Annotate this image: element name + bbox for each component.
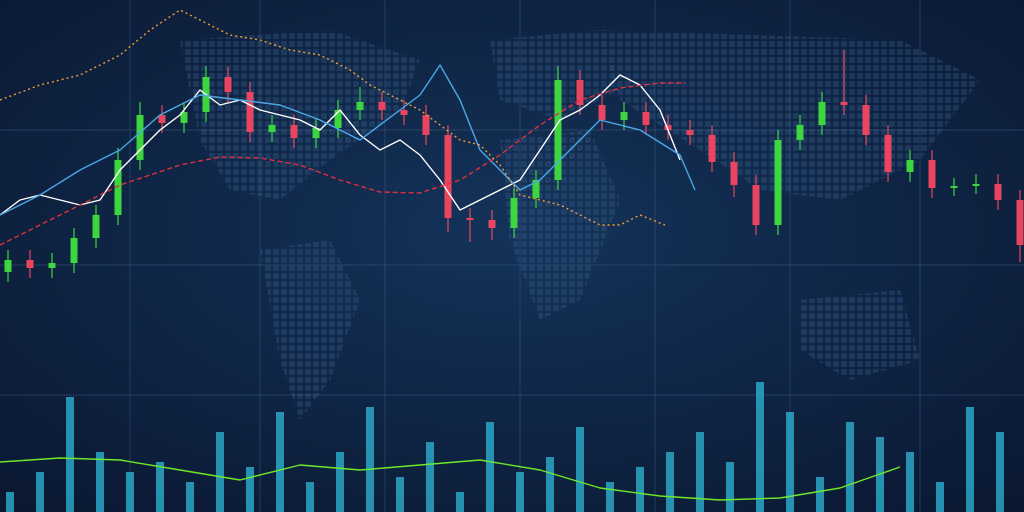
volume-bar [126,472,134,512]
candle-body [928,160,936,188]
volume-bar [186,482,194,512]
volume-bar [246,467,254,512]
candle-body [642,112,650,125]
candles [4,50,1024,282]
candle-body [906,160,914,172]
volume-bar [636,467,644,512]
candle-body [972,184,980,186]
candle-body [4,260,12,272]
volume-bar [6,492,14,512]
volume-bar [576,427,584,512]
volume-bar [366,407,374,512]
candle-body [730,162,738,185]
candle-body [664,125,672,130]
candle-body [818,102,826,125]
candle-body [378,102,386,110]
candle-body [48,263,56,268]
volume-bar [726,462,734,512]
candle-body [268,125,276,132]
candle-body [488,220,496,228]
volume-bar [516,472,524,512]
volume-bar [336,452,344,512]
volume-bar [696,432,704,512]
overlay-line [0,74,681,216]
volume-bar [666,452,674,512]
volume-bar [96,452,104,512]
volume-bar [786,412,794,512]
candle-body [26,260,34,268]
overlay-lines [0,9,901,501]
candle-body [950,186,958,188]
candle-body [224,77,232,92]
volume-bar [756,382,764,512]
candle-body [708,135,716,162]
candle-body [620,112,628,120]
volume-bar [426,442,434,512]
candle-body [70,238,78,263]
candle-body [136,115,144,160]
candle-body [92,215,100,238]
candle-body [114,160,122,215]
volume-bar [906,452,914,512]
candle-body [422,115,430,135]
candle-body [246,92,254,132]
volume-bar [156,462,164,512]
candle-body [180,112,188,123]
candle-body [1016,200,1024,245]
volume-bar [966,407,974,512]
volume-bar [486,422,494,512]
candle-body [862,105,870,135]
candle-body [994,184,1002,200]
volume-bar [546,457,554,512]
candle-body [598,105,606,120]
volume-bar [996,432,1004,512]
volume-bar [396,477,404,512]
candle-body [774,140,782,225]
volume-bar [606,482,614,512]
overlay-line [0,457,901,501]
overlay-line [0,64,696,216]
volume-bar [216,432,224,512]
volume-bar [816,477,824,512]
candle-body [796,125,804,140]
volume-bar [846,422,854,512]
candle-body [884,135,892,172]
candle-body [686,130,694,135]
volume-bars [6,382,1004,512]
candle-body [290,125,298,138]
candle-body [158,115,166,123]
volume-bar [276,412,284,512]
candle-body [312,128,320,138]
overlay-line [0,82,685,246]
candle-body [554,80,562,180]
candle-body [532,180,540,198]
candle-body [752,185,760,225]
candle-body [334,110,342,128]
volume-bar [36,472,44,512]
volume-bar [66,397,74,512]
candle-body [576,80,584,105]
candle-body [840,102,848,105]
candle-body [510,198,518,228]
candle-body [356,102,364,110]
volume-bar [456,492,464,512]
candle-body [400,110,408,115]
volume-bar [936,482,944,512]
candle-body [466,218,474,220]
volume-bar [306,482,314,512]
candle-body [444,135,452,218]
